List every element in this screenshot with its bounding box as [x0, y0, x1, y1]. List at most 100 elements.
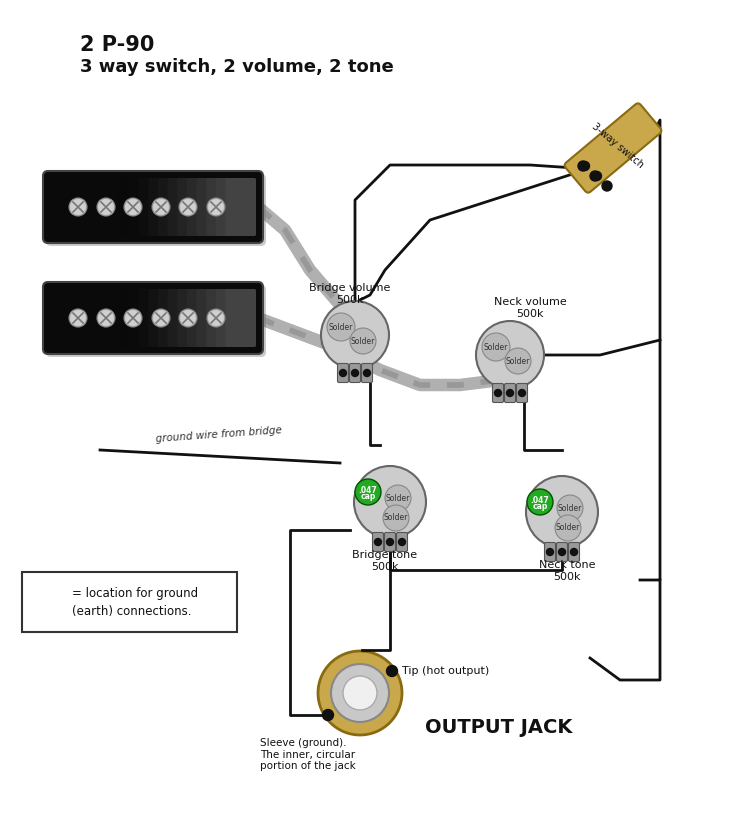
- Text: cap: cap: [532, 501, 548, 510]
- Circle shape: [126, 311, 140, 325]
- Circle shape: [343, 676, 377, 710]
- Text: .047: .047: [531, 496, 549, 505]
- Circle shape: [209, 311, 223, 325]
- Text: 500k: 500k: [371, 562, 399, 572]
- Circle shape: [331, 664, 389, 722]
- FancyBboxPatch shape: [158, 178, 256, 236]
- FancyBboxPatch shape: [129, 178, 256, 236]
- Circle shape: [209, 200, 223, 214]
- Circle shape: [207, 198, 225, 216]
- FancyBboxPatch shape: [129, 289, 256, 347]
- Text: Tip (hot output): Tip (hot output): [402, 666, 489, 676]
- Circle shape: [355, 479, 381, 505]
- Circle shape: [318, 651, 402, 735]
- FancyBboxPatch shape: [46, 285, 266, 357]
- FancyBboxPatch shape: [177, 178, 256, 236]
- FancyBboxPatch shape: [187, 289, 256, 347]
- Text: Bridge volume: Bridge volume: [309, 283, 391, 293]
- FancyBboxPatch shape: [350, 363, 361, 382]
- Circle shape: [557, 495, 583, 521]
- Circle shape: [364, 370, 370, 376]
- Circle shape: [154, 200, 168, 214]
- Text: 500k: 500k: [553, 572, 581, 582]
- Text: = location for ground: = location for ground: [72, 588, 198, 601]
- FancyBboxPatch shape: [372, 533, 383, 552]
- Circle shape: [398, 538, 406, 546]
- Circle shape: [321, 301, 389, 369]
- FancyBboxPatch shape: [225, 178, 256, 236]
- Circle shape: [154, 311, 168, 325]
- FancyBboxPatch shape: [139, 289, 256, 347]
- Text: Solder: Solder: [386, 493, 410, 502]
- Circle shape: [207, 309, 225, 327]
- Circle shape: [385, 485, 411, 511]
- Circle shape: [152, 198, 170, 216]
- Circle shape: [181, 311, 195, 325]
- FancyBboxPatch shape: [139, 178, 256, 236]
- Circle shape: [592, 172, 601, 181]
- FancyBboxPatch shape: [361, 363, 372, 382]
- Circle shape: [375, 538, 381, 546]
- Text: OUTPUT JACK: OUTPUT JACK: [425, 718, 573, 737]
- FancyBboxPatch shape: [545, 543, 556, 561]
- FancyBboxPatch shape: [384, 533, 395, 552]
- Circle shape: [179, 309, 197, 327]
- Circle shape: [126, 200, 140, 214]
- Circle shape: [547, 548, 553, 556]
- Circle shape: [527, 489, 553, 515]
- Circle shape: [37, 589, 63, 615]
- Text: Solder: Solder: [351, 336, 375, 345]
- Text: Solder: Solder: [506, 357, 530, 366]
- Circle shape: [71, 200, 85, 214]
- Text: Solder: Solder: [558, 504, 582, 512]
- FancyBboxPatch shape: [568, 543, 579, 561]
- Text: Sleeve (ground).
The inner, circular
portion of the jack: Sleeve (ground). The inner, circular por…: [260, 738, 355, 771]
- Circle shape: [383, 505, 409, 531]
- Circle shape: [506, 390, 514, 396]
- Circle shape: [602, 181, 612, 191]
- Text: Solder: Solder: [484, 343, 508, 352]
- Circle shape: [69, 309, 87, 327]
- FancyBboxPatch shape: [197, 289, 256, 347]
- FancyBboxPatch shape: [119, 289, 256, 347]
- Circle shape: [99, 311, 113, 325]
- Text: Neck volume: Neck volume: [494, 297, 567, 307]
- FancyBboxPatch shape: [168, 178, 256, 236]
- Text: (earth) connections.: (earth) connections.: [72, 606, 191, 618]
- Circle shape: [71, 311, 85, 325]
- FancyBboxPatch shape: [206, 178, 256, 236]
- Text: ground wire from bridge: ground wire from bridge: [155, 425, 282, 444]
- Text: 3 way switch, 2 volume, 2 tone: 3 way switch, 2 volume, 2 tone: [80, 58, 394, 76]
- Circle shape: [99, 200, 113, 214]
- FancyBboxPatch shape: [556, 543, 567, 561]
- Circle shape: [124, 309, 142, 327]
- FancyBboxPatch shape: [338, 363, 349, 382]
- Circle shape: [69, 198, 87, 216]
- FancyBboxPatch shape: [187, 178, 256, 236]
- FancyBboxPatch shape: [177, 289, 256, 347]
- Circle shape: [505, 348, 531, 374]
- Circle shape: [350, 328, 376, 354]
- FancyBboxPatch shape: [168, 289, 256, 347]
- Circle shape: [97, 309, 115, 327]
- FancyBboxPatch shape: [149, 178, 256, 236]
- Circle shape: [555, 515, 581, 541]
- Circle shape: [322, 709, 333, 721]
- Circle shape: [386, 666, 397, 677]
- Circle shape: [327, 313, 355, 341]
- FancyBboxPatch shape: [397, 533, 408, 552]
- Text: Solder: Solder: [383, 514, 408, 523]
- FancyBboxPatch shape: [43, 171, 263, 243]
- Circle shape: [352, 370, 358, 376]
- Text: 2 P-90: 2 P-90: [80, 35, 155, 55]
- Circle shape: [495, 390, 501, 396]
- Text: Solder: Solder: [556, 524, 580, 533]
- FancyBboxPatch shape: [216, 178, 256, 236]
- Text: Solder: Solder: [329, 322, 353, 331]
- FancyBboxPatch shape: [216, 289, 256, 347]
- Text: 500k: 500k: [516, 309, 544, 319]
- Circle shape: [518, 390, 526, 396]
- Circle shape: [482, 333, 510, 361]
- Circle shape: [181, 200, 195, 214]
- Circle shape: [590, 171, 600, 181]
